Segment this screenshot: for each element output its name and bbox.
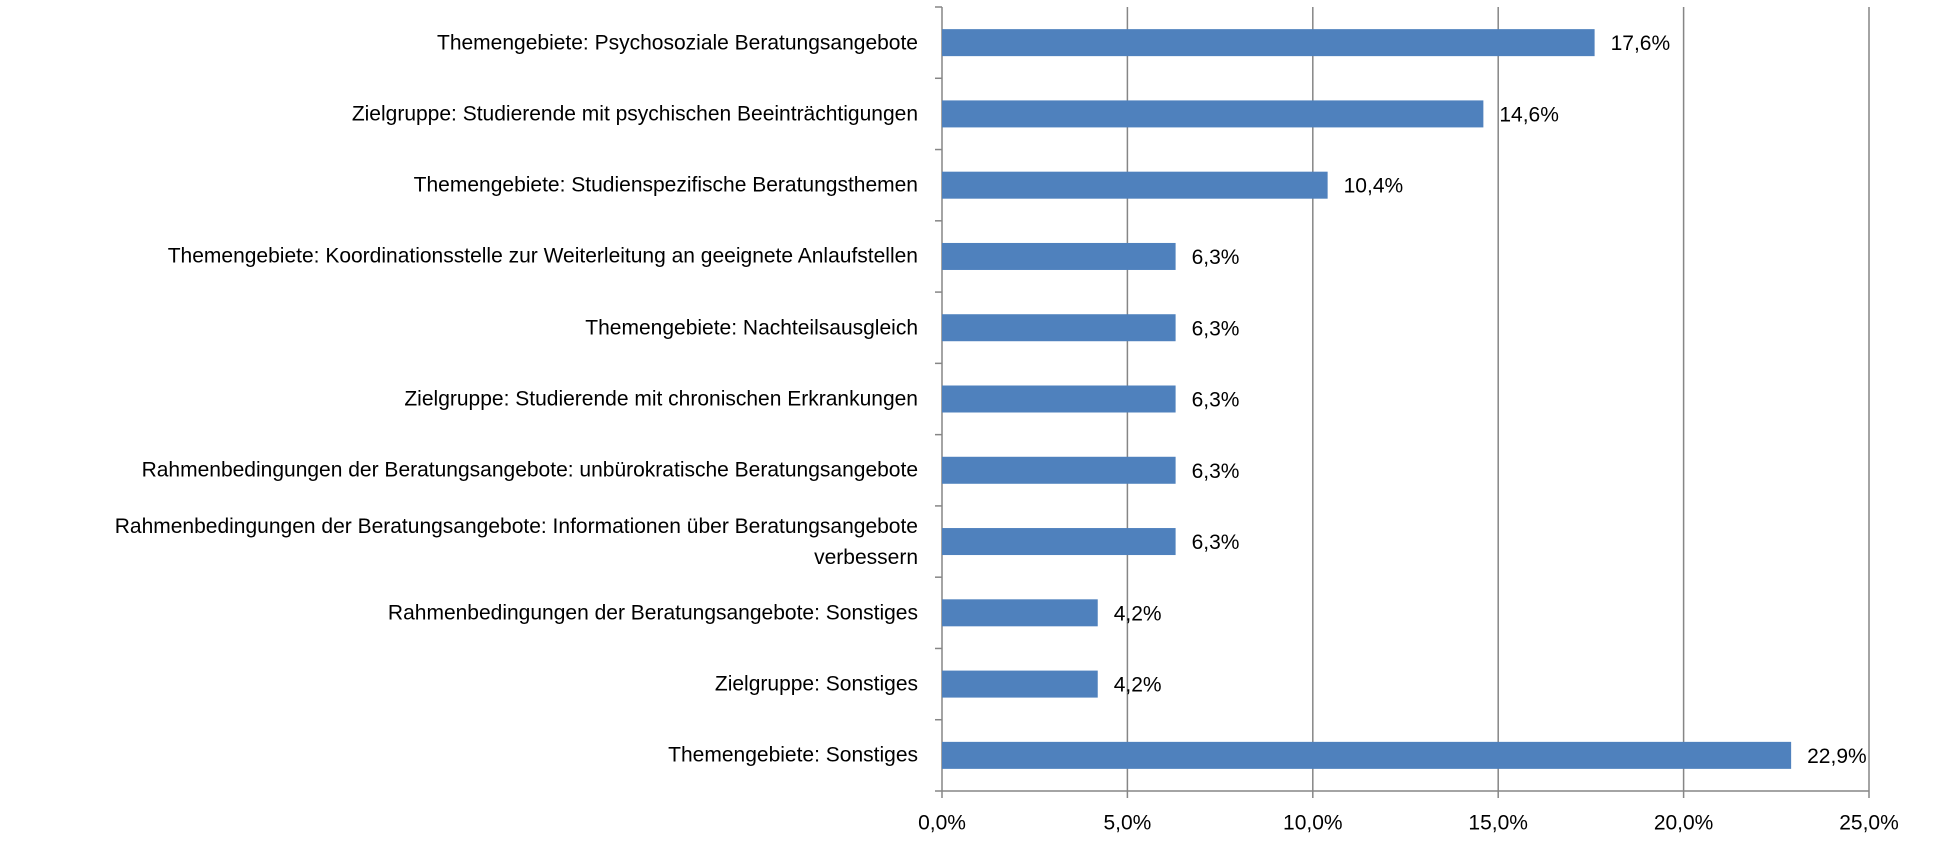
bar: [942, 670, 1098, 698]
category-label: Rahmenbedingungen der Beratungsangebote:…: [141, 458, 918, 482]
bar: [942, 29, 1595, 57]
bar: [942, 171, 1328, 199]
x-tick-label: 15,0%: [1468, 812, 1528, 835]
category-label: Zielgruppe: Studierende mit chronischen …: [404, 387, 918, 411]
value-label: 22,9%: [1807, 745, 1867, 768]
x-tick-label: 5,0%: [1103, 812, 1151, 835]
category-label: Themengebiete: Koordinationsstelle zur W…: [167, 244, 918, 268]
bar: [942, 242, 1176, 270]
value-label: 4,2%: [1114, 674, 1162, 697]
x-tick-label: 0,0%: [918, 812, 966, 835]
bar: [942, 456, 1176, 484]
bar: [942, 385, 1176, 413]
category-label: Rahmenbedingungen der Beratungsangebote:…: [114, 514, 918, 569]
category-label: Themengebiete: Sonstiges: [668, 743, 918, 767]
bar: [942, 599, 1098, 627]
bar: [942, 100, 1484, 128]
value-label: 6,3%: [1192, 317, 1240, 340]
category-label: Themengebiete: Studienspezifische Beratu…: [413, 173, 918, 197]
value-label: 14,6%: [1499, 103, 1559, 126]
value-label: 10,4%: [1344, 175, 1404, 198]
category-label: Rahmenbedingungen der Beratungsangebote:…: [387, 601, 918, 625]
value-label: 6,3%: [1192, 460, 1240, 483]
value-label: 6,3%: [1192, 389, 1240, 412]
value-label: 6,3%: [1192, 246, 1240, 269]
bar: [942, 314, 1176, 342]
bar: [942, 741, 1792, 769]
x-tick-label: 10,0%: [1283, 812, 1343, 835]
category-label: Zielgruppe: Studierende mit psychischen …: [351, 102, 918, 126]
value-label: 4,2%: [1114, 602, 1162, 625]
value-label: 17,6%: [1611, 32, 1671, 55]
value-label: 6,3%: [1192, 531, 1240, 554]
category-label: Themengebiete: Psychosoziale Beratungsan…: [437, 31, 918, 55]
x-tick-label: 20,0%: [1654, 812, 1714, 835]
x-tick-label: 25,0%: [1839, 812, 1899, 835]
bar: [942, 528, 1176, 556]
category-label: Themengebiete: Nachteilsausgleich: [585, 316, 918, 340]
category-label: Zielgruppe: Sonstiges: [714, 672, 918, 696]
